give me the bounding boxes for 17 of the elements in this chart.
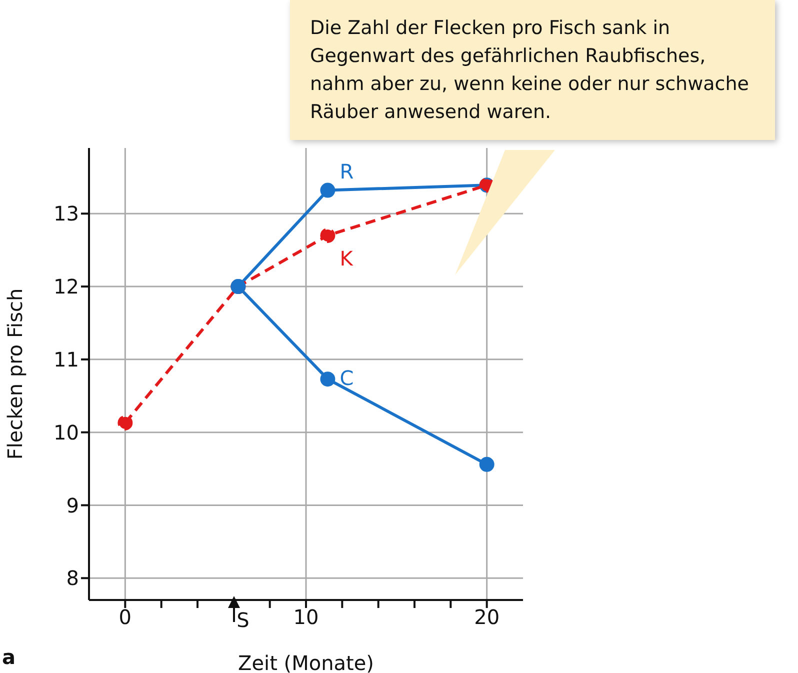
text: S [236, 608, 250, 632]
y-tick-label: 13 [54, 202, 79, 226]
x-tick-label: 10 [293, 605, 319, 630]
y-tick-label: 9 [66, 493, 79, 518]
series-label: C [340, 366, 354, 390]
y-tick-label: 8 [66, 566, 79, 590]
series-label: K [340, 246, 354, 270]
y-tick-label: 11 [54, 348, 79, 372]
series-label: R [340, 159, 354, 184]
x-axis-title: Zeit (Monate) [238, 651, 374, 673]
text: a [2, 645, 16, 669]
text: Die Zahl der Flecken pro Fisch sank in Gegenwart des gefährlichen Raubfisches, nahm aber zu, wenn keine oder nur schwache Räuber anwesend waren. [290, 0, 775, 140]
x-tick-label: 0 [118, 605, 132, 630]
y-tick-label: 10 [54, 420, 79, 444]
y-axis-title: Flecken pro Fisch [3, 288, 27, 460]
y-tick-label: 12 [54, 274, 79, 299]
x-tick-label: 20 [474, 605, 500, 630]
